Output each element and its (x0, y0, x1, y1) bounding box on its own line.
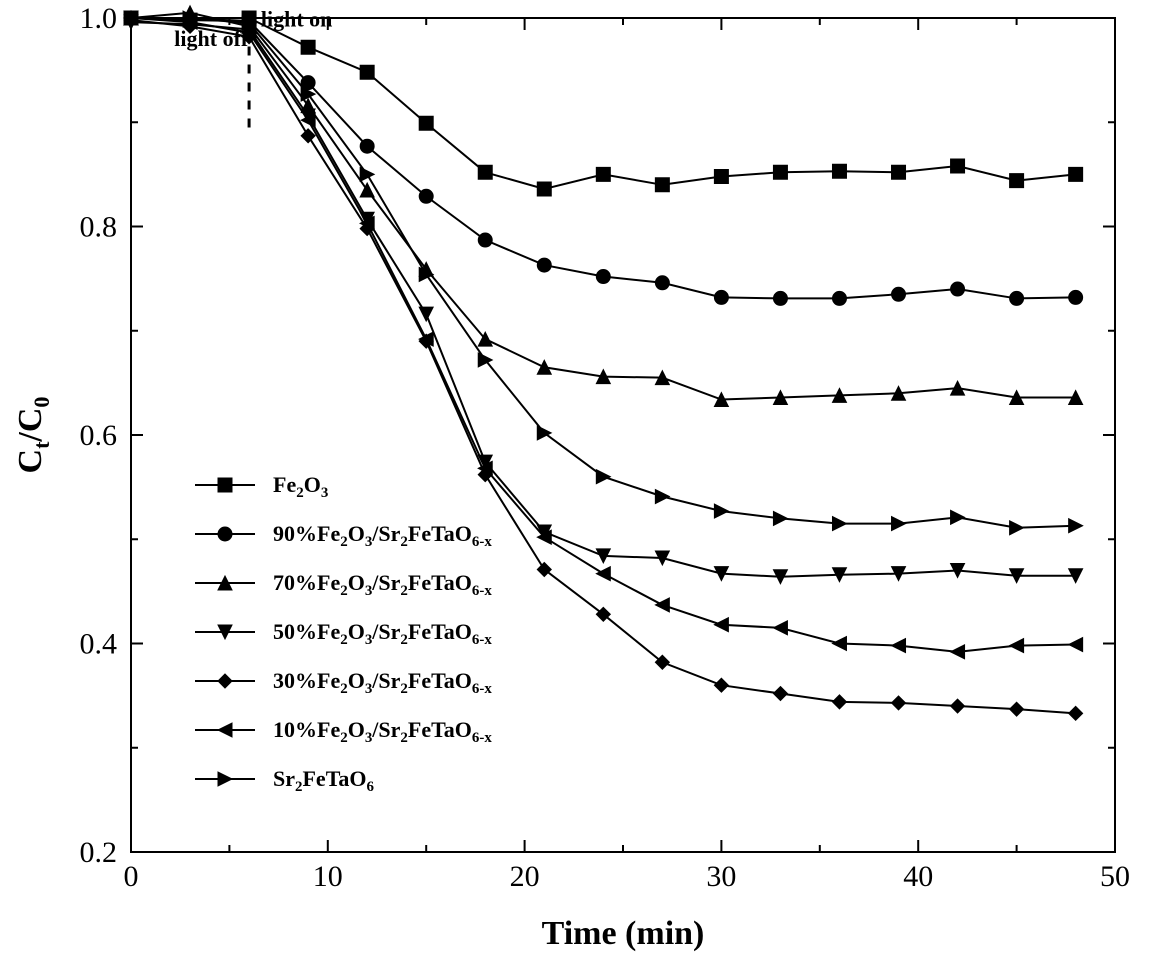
legend-item: Sr2FeTaO6 (195, 766, 374, 795)
legend: Fe2O3 90%Fe2O3/Sr2FeTaO6-x 70%Fe2O3/Sr2FeT… (195, 472, 492, 795)
legend-label: Sr2FeTaO6 (273, 766, 374, 795)
series-50-Fe2O3-Sr2FeTaO6-x (124, 15, 1083, 584)
legend-item: 10%Fe2O3/Sr2FeTaO6-x (195, 717, 492, 746)
chart-svg: 0 10 20 30 40 50 0.2 0.4 0.6 0.8 1.0 Time (min) Ct/C… (0, 0, 1151, 967)
y-axis-title: Ct/C0 (12, 397, 54, 474)
legend-label: 30%Fe2O3/Sr2FeTaO6-x (273, 668, 492, 697)
legend-item: 50%Fe2O3/Sr2FeTaO6-x (195, 619, 492, 648)
y-tick-label: 1.0 (80, 2, 118, 35)
x-tick-label: 50 (1100, 860, 1130, 893)
y-tick-label: 0.8 (80, 211, 118, 244)
y-tick-label: 0.6 (80, 419, 118, 452)
legend-item: 30%Fe2O3/Sr2FeTaO6-x (195, 668, 492, 697)
legend-label: Fe2O3 (273, 472, 328, 501)
light-on-label: light on (261, 6, 333, 31)
legend-label: 70%Fe2O3/Sr2FeTaO6-x (273, 570, 492, 599)
series-30-Fe2O3-Sr2FeTaO6-x (124, 13, 1083, 720)
svg-text:Ct/C0: Ct/C0 (12, 397, 54, 474)
series-Fe2O3 (124, 11, 1083, 196)
x-tick-label: 30 (706, 860, 736, 893)
x-tick-label: 20 (510, 860, 540, 893)
x-tick-label: 0 (124, 860, 139, 893)
photodegradation-chart: 0 10 20 30 40 50 0.2 0.4 0.6 0.8 1.0 Time (min) Ct/C… (0, 0, 1151, 967)
y-tick-label: 0.4 (80, 628, 118, 661)
y-tick-label: 0.2 (80, 836, 118, 869)
legend-label: 50%Fe2O3/Sr2FeTaO6-x (273, 619, 492, 648)
legend-item: Fe2O3 (195, 472, 328, 501)
legend-label: 90%Fe2O3/Sr2FeTaO6-x (273, 521, 492, 550)
legend-item: 90%Fe2O3/Sr2FeTaO6-x (195, 521, 492, 550)
series-70-Fe2O3-Sr2FeTaO6-x (124, 6, 1083, 407)
legend-label: 10%Fe2O3/Sr2FeTaO6-x (273, 717, 492, 746)
x-tick-label: 40 (903, 860, 933, 893)
x-tick-label: 10 (313, 860, 343, 893)
x-axis-title: Time (min) (542, 915, 705, 952)
legend-item: 70%Fe2O3/Sr2FeTaO6-x (195, 570, 492, 599)
